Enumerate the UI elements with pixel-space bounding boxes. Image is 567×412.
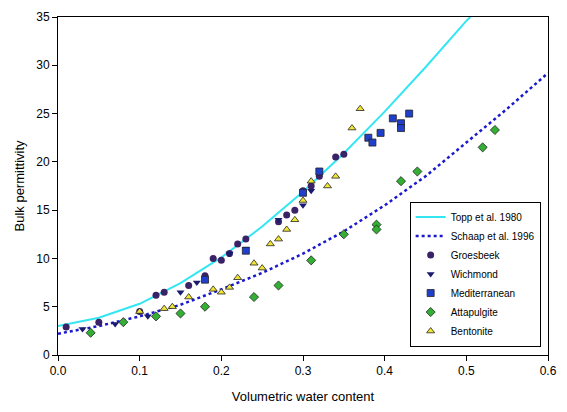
svg-text:Attapulgite: Attapulgite xyxy=(451,307,499,318)
svg-text:0.5: 0.5 xyxy=(458,364,475,378)
svg-text:Mediterranean: Mediterranean xyxy=(451,288,515,299)
svg-text:10: 10 xyxy=(36,252,50,266)
svg-text:0.3: 0.3 xyxy=(295,364,312,378)
svg-text:30: 30 xyxy=(36,58,50,72)
svg-text:Volumetric water content: Volumetric water content xyxy=(232,389,375,404)
svg-text:0.4: 0.4 xyxy=(376,364,393,378)
svg-text:Topp et al. 1980: Topp et al. 1980 xyxy=(451,212,523,223)
svg-text:20: 20 xyxy=(36,155,50,169)
svg-text:0: 0 xyxy=(43,348,50,362)
svg-text:0.1: 0.1 xyxy=(131,364,148,378)
svg-text:35: 35 xyxy=(36,10,50,24)
svg-text:Wichmond: Wichmond xyxy=(451,269,498,280)
svg-text:0.2: 0.2 xyxy=(213,364,230,378)
svg-text:25: 25 xyxy=(36,107,50,121)
svg-text:Bentonite: Bentonite xyxy=(451,326,494,337)
svg-text:0.0: 0.0 xyxy=(50,364,67,378)
svg-text:Schaap et al. 1996: Schaap et al. 1996 xyxy=(451,231,535,242)
svg-text:Groesbeek: Groesbeek xyxy=(451,250,501,261)
svg-text:0.6: 0.6 xyxy=(540,364,557,378)
svg-text:Bulk permittivity: Bulk permittivity xyxy=(12,140,27,232)
svg-text:15: 15 xyxy=(36,203,50,217)
svg-text:5: 5 xyxy=(43,300,50,314)
